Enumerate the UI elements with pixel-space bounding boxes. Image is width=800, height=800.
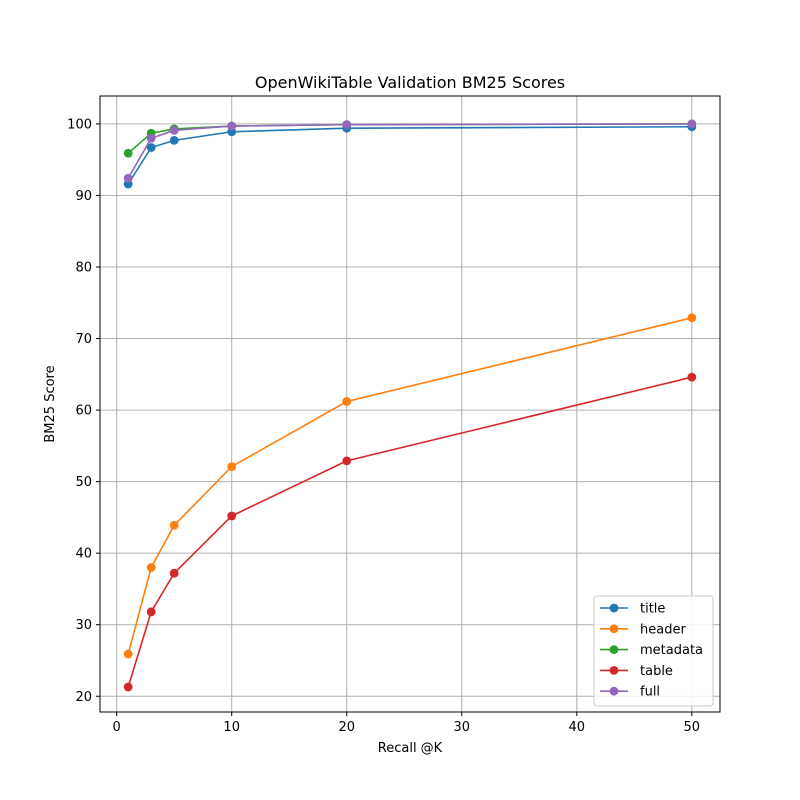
legend-marker (609, 666, 619, 675)
series-line-title (127, 125, 692, 185)
legend-marker (609, 624, 619, 634)
legend-item-metadata: metadata (600, 643, 703, 658)
legend-label: table (640, 664, 673, 679)
data-point-table (169, 568, 179, 578)
legend-label: full (640, 685, 660, 700)
data-point-header (123, 649, 133, 659)
x-axis-ticks: 0 10 20 30 40 50 (113, 712, 701, 735)
legend-marker (609, 645, 619, 654)
series-group (123, 119, 697, 692)
legend-marker (609, 686, 619, 696)
legend-marker (609, 603, 619, 613)
series-full (123, 119, 697, 183)
x-tick-label: 10 (223, 720, 240, 735)
x-tick-label: 20 (338, 720, 355, 735)
data-point-header (169, 520, 179, 530)
x-tick-label: 0 (113, 720, 121, 735)
y-axis-ticks: 20 30 40 50 60 70 80 90 100 (67, 117, 100, 705)
data-point-metadata (123, 148, 133, 158)
data-point-full (687, 119, 697, 129)
series-line-table (127, 376, 693, 688)
data-point-full (227, 121, 237, 131)
data-point-title (169, 135, 179, 145)
series-title (123, 122, 697, 189)
legend-label: header (640, 622, 686, 637)
legend-box (593, 595, 714, 707)
series-line-header (127, 317, 693, 655)
data-point-table (146, 607, 156, 617)
data-point-title (146, 143, 156, 152)
legend: title header metadata table full (593, 595, 714, 707)
x-tick-label: 30 (453, 720, 470, 735)
y-tick-label: 20 (75, 690, 92, 705)
y-tick-label: 60 (75, 404, 92, 419)
y-tick-label: 70 (75, 332, 92, 347)
y-tick-label: 80 (75, 260, 92, 275)
series-header (123, 313, 697, 659)
data-point-table (342, 456, 352, 466)
data-point-full (146, 133, 156, 143)
series-table (123, 372, 697, 692)
legend-item-full: full (600, 685, 660, 700)
data-point-header (342, 397, 352, 406)
data-point-header (687, 313, 697, 323)
data-point-header (227, 462, 237, 472)
y-tick-label: 100 (67, 117, 92, 132)
data-point-table (123, 682, 133, 692)
y-tick-label: 40 (75, 547, 92, 562)
legend-item-table: table (600, 664, 673, 679)
y-tick-label: 30 (75, 618, 92, 633)
data-point-header (146, 563, 156, 572)
y-axis-label: BM25 Score (43, 365, 58, 442)
data-point-table (227, 511, 237, 521)
series-line-full (127, 123, 692, 179)
grid (100, 96, 720, 712)
data-point-full (342, 120, 352, 130)
x-axis-label: Recall @K (378, 741, 443, 756)
data-point-table (687, 372, 697, 382)
plot-frame (99, 95, 721, 713)
y-tick-label: 50 (75, 475, 92, 490)
chart-title: OpenWikiTable Validation BM25 Scores (255, 73, 565, 92)
legend-item-header: header (600, 622, 686, 637)
legend-item-title: title (600, 602, 665, 617)
x-tick-label: 40 (569, 720, 586, 735)
x-tick-label: 50 (684, 720, 701, 735)
legend-label: title (640, 602, 665, 617)
y-tick-label: 90 (75, 189, 92, 204)
data-point-full (169, 125, 179, 135)
data-point-full (123, 173, 133, 183)
legend-label: metadata (640, 643, 703, 658)
